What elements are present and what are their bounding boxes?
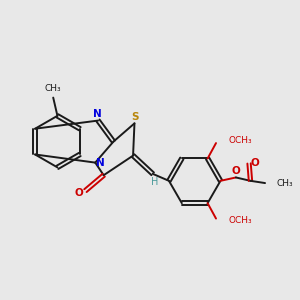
- Text: N: N: [97, 158, 105, 168]
- Text: CH₃: CH₃: [44, 84, 61, 93]
- Text: N: N: [93, 110, 102, 119]
- Text: S: S: [131, 112, 139, 122]
- Text: OCH₃: OCH₃: [228, 136, 252, 145]
- Text: O: O: [232, 166, 240, 176]
- Text: O: O: [251, 158, 260, 168]
- Text: OCH₃: OCH₃: [228, 216, 252, 225]
- Text: CH₃: CH₃: [276, 178, 293, 188]
- Text: O: O: [74, 188, 83, 198]
- Text: H: H: [151, 177, 159, 187]
